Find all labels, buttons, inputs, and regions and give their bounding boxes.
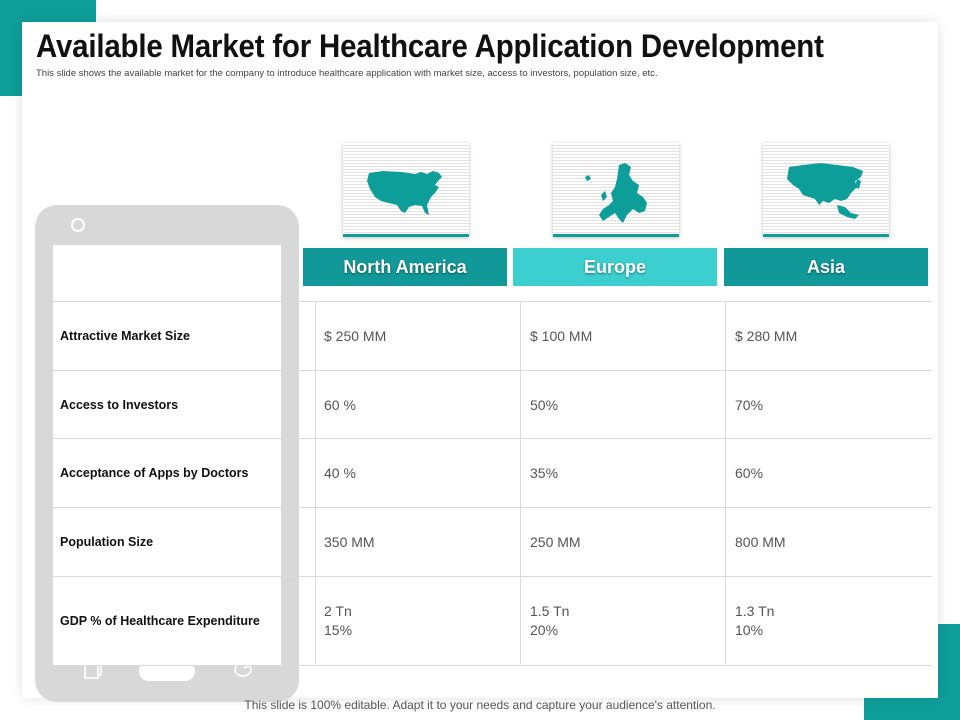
table-row-divider: [52, 438, 932, 439]
phone-illustration: [35, 205, 299, 702]
cell-line: 1.5 Tn: [530, 603, 570, 619]
back-arrow-icon: [234, 661, 252, 677]
europe-map-card: [553, 143, 679, 237]
home-button-icon: [139, 661, 195, 681]
table-cell: 2 Tn 15%: [324, 602, 352, 640]
footer-note: This slide is 100% editable. Adapt it to…: [244, 698, 716, 712]
table-cell: 40 %: [324, 465, 356, 481]
table-cell: 70%: [735, 397, 764, 413]
region-header-north-america: North America: [303, 248, 507, 286]
north-america-map-card: [343, 143, 469, 237]
phone-camera-icon: [71, 218, 85, 232]
cell-line: 10%: [735, 622, 764, 638]
row-label-market-size: Attractive Market Size: [60, 329, 190, 343]
table-row-divider: [52, 370, 932, 371]
recent-apps-icon: [84, 661, 102, 679]
region-header-asia: Asia: [724, 248, 928, 286]
page-title: Available Market for Healthcare Applicat…: [36, 28, 824, 64]
table-cell: 1.5 Tn 20%: [530, 602, 569, 640]
table-column-divider: [520, 302, 521, 664]
table-row-divider: [52, 665, 932, 666]
table-row-divider: [52, 301, 932, 302]
cell-line: 20%: [530, 622, 559, 638]
table-column-divider: [315, 302, 316, 664]
table-cell: 250 MM: [530, 534, 581, 550]
table-cell: 60%: [735, 465, 764, 481]
table-cell: 35%: [530, 465, 559, 481]
table-row-divider: [52, 576, 932, 577]
row-label-acceptance-by-doctors: Acceptance of Apps by Doctors: [60, 466, 249, 480]
asia-map-icon: [787, 163, 863, 219]
table-cell: 50%: [530, 397, 559, 413]
row-label-gdp-healthcare: GDP % of Healthcare Expenditure: [60, 614, 260, 628]
table-cell: $ 250 MM: [324, 328, 387, 344]
table-cell: 60 %: [324, 397, 356, 413]
table-cell: 800 MM: [735, 534, 786, 550]
page-subtitle: This slide shows the available market fo…: [36, 68, 658, 79]
europe-map-icon: [585, 163, 647, 223]
asia-map-card: [763, 143, 889, 237]
cell-line: 15%: [324, 622, 353, 638]
table-cell: 1.3 Tn 10%: [735, 602, 774, 640]
table-cell: 350 MM: [324, 534, 375, 550]
row-label-population-size: Population Size: [60, 535, 154, 549]
phone-screen: [53, 245, 281, 665]
north-america-map-icon: [367, 171, 442, 215]
row-label-access-to-investors: Access to Investors: [60, 398, 179, 412]
cell-line: 1.3 Tn: [735, 603, 775, 619]
table-column-divider: [725, 302, 726, 664]
table-cell: $ 280 MM: [735, 328, 798, 344]
region-header-europe: Europe: [513, 248, 717, 286]
table-row-divider: [52, 507, 932, 508]
cell-line: 2 Tn: [324, 603, 352, 619]
table-cell: $ 100 MM: [530, 328, 593, 344]
